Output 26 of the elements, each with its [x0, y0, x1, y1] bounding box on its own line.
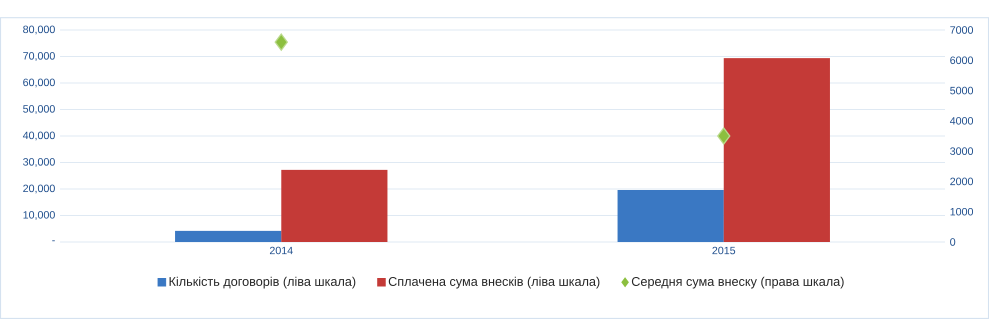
y-tick-label: 70,000 — [23, 52, 55, 61]
y2-tick-label: 4000 — [950, 117, 974, 125]
bar — [175, 230, 282, 242]
bar — [724, 58, 830, 242]
y2-tick-label: 2000 — [950, 178, 974, 186]
legend-label: Сплачена сума внесків (ліва шкала) — [388, 276, 600, 289]
y2-tick-label: 7000 — [950, 26, 974, 34]
y2-tick-label: 0 — [950, 238, 956, 246]
legend-label: Кількість договорів (ліва шкала) — [170, 276, 356, 289]
y2-tick-label: 3000 — [950, 147, 974, 155]
y2-tick-label: 6000 — [950, 56, 974, 64]
x-tick-label: 2015 — [712, 246, 736, 254]
bar — [618, 190, 724, 242]
bar — [281, 170, 388, 242]
y-tick-label: 10,000 — [23, 211, 55, 220]
y-tick-label: 30,000 — [23, 158, 55, 167]
y-tick-label: - — [52, 240, 55, 242]
y2-tick-label: 5000 — [950, 86, 974, 94]
y-tick-label: 60,000 — [23, 78, 55, 88]
legend-label: Середня сума внеску (права шкала) — [632, 276, 844, 289]
y2-tick-label: 1000 — [950, 208, 974, 216]
x-tick-label: 2014 — [270, 246, 293, 254]
y-tick-label: 50,000 — [23, 105, 55, 114]
y-tick-label: 20,000 — [23, 184, 55, 194]
y-tick-label: 80,000 — [23, 26, 55, 34]
y-tick-label: 40,000 — [22, 132, 55, 140]
